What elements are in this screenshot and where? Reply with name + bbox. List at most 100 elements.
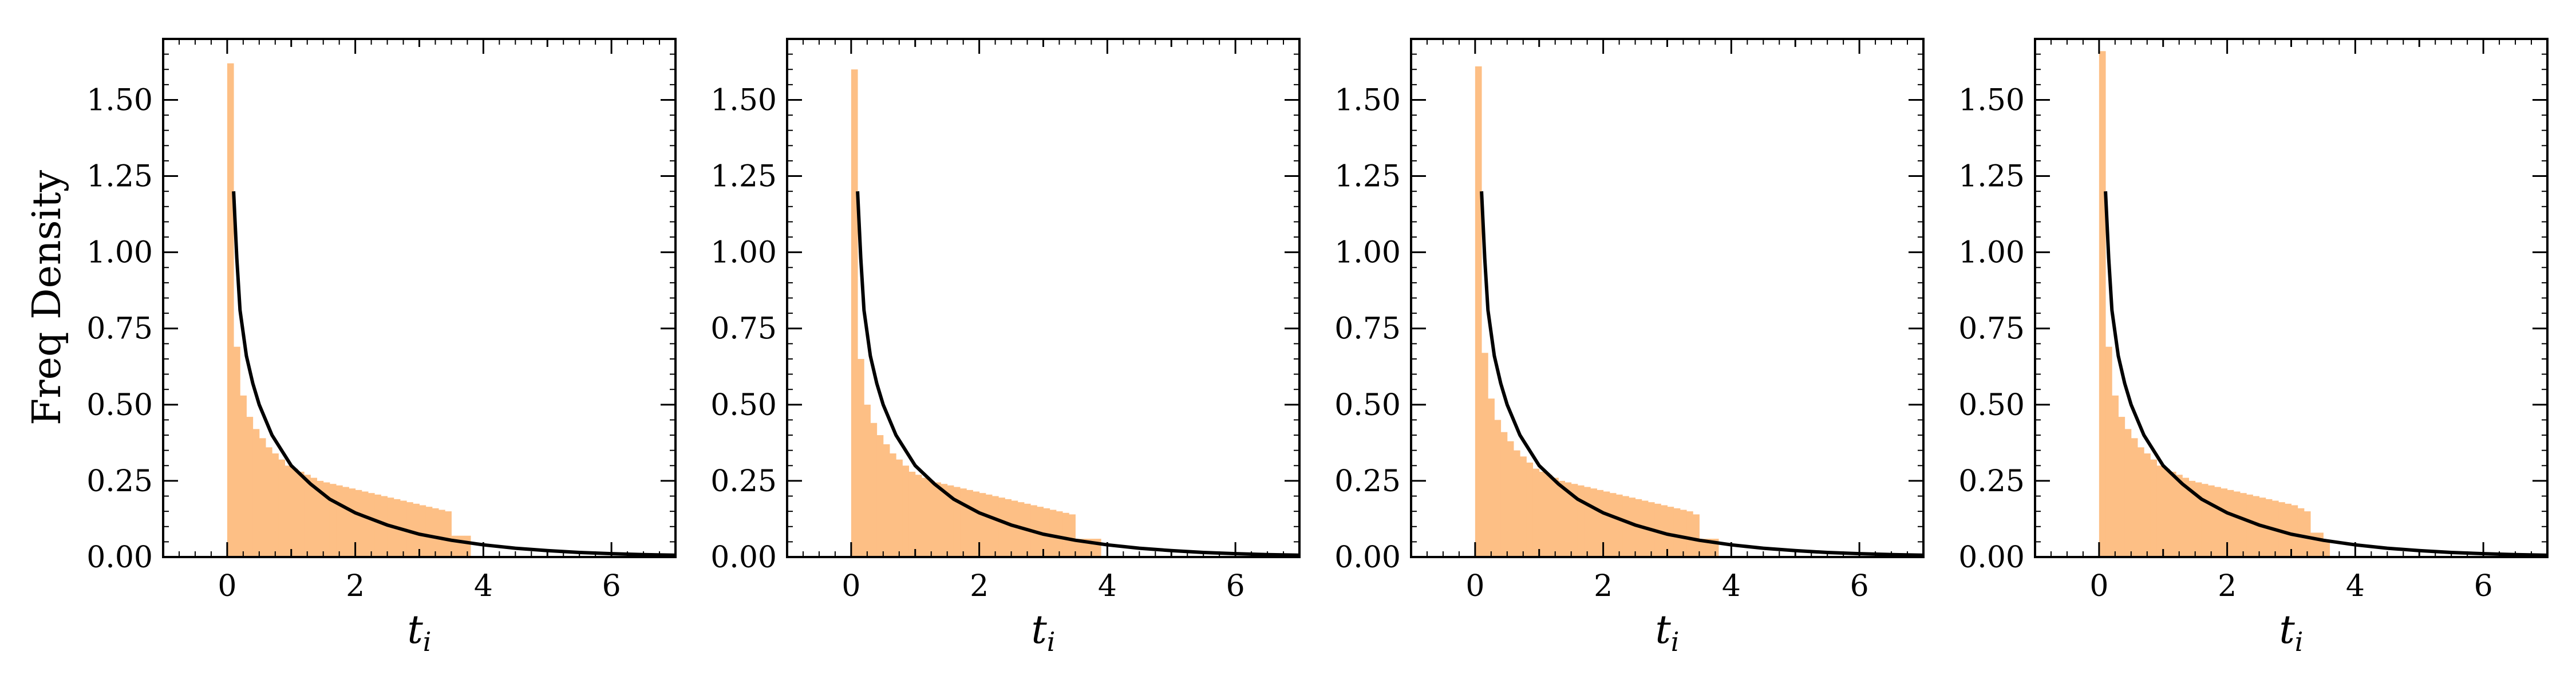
- y-tick-label: 0.50: [1334, 388, 1401, 423]
- histogram: [2099, 51, 2330, 557]
- density-curve: [1480, 191, 1923, 557]
- hist-bar: [1475, 66, 1482, 557]
- hist-bar: [851, 69, 858, 557]
- x-tick-label: 6: [2474, 569, 2493, 603]
- hist-bar: [2112, 395, 2119, 557]
- x-axis-label: ti: [1031, 607, 1055, 657]
- hist-bar: [1577, 485, 1585, 557]
- hist-bar: [266, 447, 272, 557]
- x-axis-label-sub: i: [1671, 626, 1680, 657]
- hist-bar: [2285, 503, 2291, 557]
- hist-bar: [304, 475, 311, 557]
- hist-bar: [1597, 489, 1604, 557]
- x-tick-label: 4: [1722, 569, 1741, 603]
- y-tick-label: 1.00: [1334, 236, 1401, 270]
- y-tick-label: 1.50: [1958, 83, 2025, 117]
- y-tick-label: 0.25: [1958, 464, 2025, 499]
- hist-bar: [1011, 500, 1018, 557]
- hist-bar: [908, 471, 916, 557]
- hist-bar: [2156, 465, 2164, 557]
- hist-bar: [864, 404, 871, 557]
- hist-bar: [1062, 512, 1069, 557]
- hist-bar: [915, 475, 922, 557]
- hist-bar: [2144, 453, 2151, 557]
- hist-bar: [1603, 491, 1610, 557]
- hist-bar: [1693, 514, 1700, 557]
- hist-bar: [381, 496, 388, 557]
- hist-bar: [368, 493, 375, 557]
- hist-bar: [2310, 532, 2317, 557]
- y-tick-label: 1.00: [1958, 236, 2025, 270]
- hist-bar: [240, 395, 247, 557]
- hist-bar: [406, 502, 413, 557]
- hist-bar: [1056, 511, 1063, 557]
- x-axis-label-sub: i: [423, 626, 432, 657]
- y-tick-label: 0.75: [710, 312, 777, 346]
- hist-bar: [2169, 471, 2176, 557]
- hist-bar: [2214, 487, 2221, 557]
- y-tick-label: 0.00: [1334, 540, 1401, 575]
- hist-bar: [2188, 480, 2196, 557]
- hist-bar: [2246, 494, 2253, 557]
- hist-bar: [902, 465, 910, 557]
- y-tick-label: 1.25: [1334, 160, 1401, 194]
- hist-bar: [227, 63, 234, 557]
- hist-bar: [323, 482, 330, 557]
- hist-bar: [259, 438, 266, 557]
- x-tick-label: 6: [602, 569, 621, 603]
- hist-bar: [1494, 420, 1502, 557]
- hist-bar: [445, 511, 452, 557]
- hist-bar: [2138, 447, 2144, 557]
- y-tick-label: 1.25: [710, 160, 777, 194]
- hist-bar: [1069, 514, 1076, 557]
- hist-bar: [998, 498, 1005, 557]
- hist-bar: [941, 484, 948, 557]
- x-axis-label-main: t: [1031, 607, 1047, 653]
- x-tick-label: 6: [1850, 569, 1869, 603]
- hist-bar: [1049, 510, 1057, 557]
- hist-bar: [413, 503, 420, 557]
- hist-bar: [2291, 505, 2298, 557]
- hist-bar: [1571, 484, 1578, 557]
- hist-bar: [291, 468, 298, 557]
- hist-bar: [1584, 487, 1591, 557]
- y-tick-label: 0.00: [1958, 540, 2025, 575]
- hist-bar: [1017, 502, 1025, 557]
- x-tick-label: 0: [2089, 569, 2108, 603]
- y-tick-label: 1.25: [1958, 160, 2025, 194]
- hist-bar: [2317, 532, 2324, 557]
- hist-bar: [979, 493, 986, 557]
- hist-bar: [1564, 482, 1572, 557]
- x-axis-label-main: t: [2279, 607, 2295, 653]
- hist-bar: [2201, 484, 2208, 557]
- hist-bar: [2163, 468, 2170, 557]
- y-tick-label: 1.50: [86, 83, 153, 117]
- hist-bar: [2105, 346, 2112, 557]
- hist-bar: [2195, 482, 2202, 557]
- hist-bar: [317, 480, 324, 557]
- hist-bar: [858, 358, 864, 557]
- histogram: [1475, 66, 1719, 557]
- x-axis-label: ti: [2279, 607, 2303, 657]
- y-tick-label: 0.75: [86, 312, 153, 346]
- hist-bar: [2253, 496, 2260, 557]
- hist-bar: [1081, 539, 1089, 557]
- hist-bar: [451, 535, 459, 557]
- histogram: [227, 63, 471, 557]
- x-tick-label: 2: [346, 569, 365, 603]
- y-tick-label: 0.25: [710, 464, 777, 499]
- hist-bar: [2323, 542, 2330, 557]
- x-axis-label-main: t: [1655, 607, 1671, 653]
- hist-bar: [278, 459, 286, 557]
- hist-bar: [1532, 468, 1540, 557]
- x-tick-label: 4: [474, 569, 493, 603]
- hist-bar: [1488, 398, 1495, 557]
- hist-bar: [1667, 507, 1674, 557]
- hist-bar: [2150, 459, 2158, 557]
- density-curve: [856, 191, 1299, 557]
- y-tick-label: 1.00: [86, 236, 153, 270]
- hist-bar: [2099, 51, 2106, 557]
- hist-bar: [1699, 539, 1706, 557]
- hist-bar: [921, 477, 929, 557]
